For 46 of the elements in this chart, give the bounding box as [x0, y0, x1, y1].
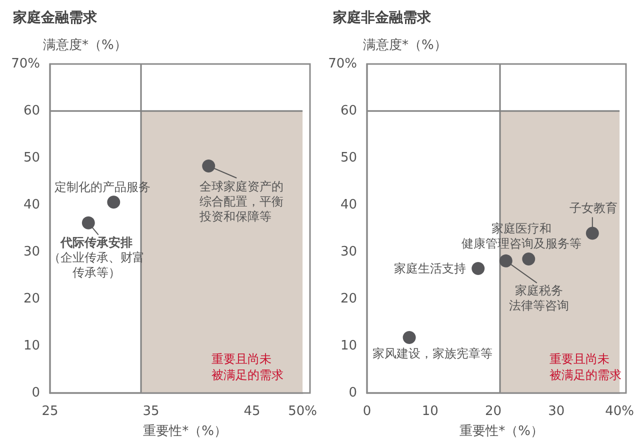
y-tick-label: 40 — [23, 198, 40, 212]
x-tick-label: 45 — [244, 404, 260, 419]
band-label: 重要且尚未被满足的需求 — [212, 352, 284, 382]
y-tick-label: 20 — [340, 292, 357, 306]
x-tick-label: 20 — [485, 404, 502, 419]
x-tick-label: 10 — [422, 404, 438, 419]
x-tick-label: 25 — [42, 404, 58, 419]
y-tick-label: 0 — [348, 386, 357, 400]
chart-title: 家庭非金融需求 — [332, 9, 432, 26]
y-tick-label: 50 — [23, 150, 40, 166]
y-tick-label: 30 — [23, 244, 40, 260]
annotation: 家风建设，家族宪章等 — [372, 346, 492, 361]
y-tick-label: 10 — [340, 338, 357, 354]
y-axis-title: 满意度*（%） — [363, 37, 447, 53]
chart-title: 家庭金融需求 — [12, 9, 98, 26]
y-tick-label: 20 — [23, 292, 40, 306]
x-tick-label: 0 — [362, 404, 372, 419]
point — [82, 216, 95, 230]
annotation: 子女教育 — [569, 201, 618, 216]
y-tick-label: 0 — [32, 386, 40, 400]
annotation: 家庭税务法律等咨询 — [508, 283, 569, 312]
point — [202, 159, 216, 172]
y-tick-label: 40 — [340, 198, 357, 212]
y-tick-label: 70% — [11, 56, 40, 72]
y-tick-label: 60 — [340, 104, 357, 118]
x-axis-title: 重要性*（%） — [460, 424, 544, 439]
x-tick-label: 30 — [548, 404, 565, 419]
x-axis-title: 重要性*（%） — [143, 424, 227, 439]
point — [402, 331, 416, 344]
y-tick-label: 50 — [340, 150, 357, 166]
y-axis-title: 满意度*（%） — [43, 37, 127, 53]
y-tick-label: 70% — [328, 56, 357, 72]
y-tick-label: 30 — [340, 244, 357, 260]
point — [499, 254, 512, 268]
band-label: 重要且尚未被满足的需求 — [550, 352, 622, 382]
x-tick-label: 50% — [288, 404, 318, 419]
x-tick-label: 35 — [142, 404, 160, 419]
point — [107, 196, 120, 209]
point — [472, 262, 485, 275]
x-tick-label: 40% — [605, 404, 634, 419]
y-tick-label: 10 — [23, 338, 40, 354]
y-tick-label: 60 — [23, 104, 40, 118]
annotation: 全球家庭资产的综合配置，平衡投资和保障等 — [198, 179, 284, 224]
point — [522, 252, 536, 266]
point — [586, 226, 599, 240]
annotation: 家庭生活支持 — [394, 261, 466, 276]
